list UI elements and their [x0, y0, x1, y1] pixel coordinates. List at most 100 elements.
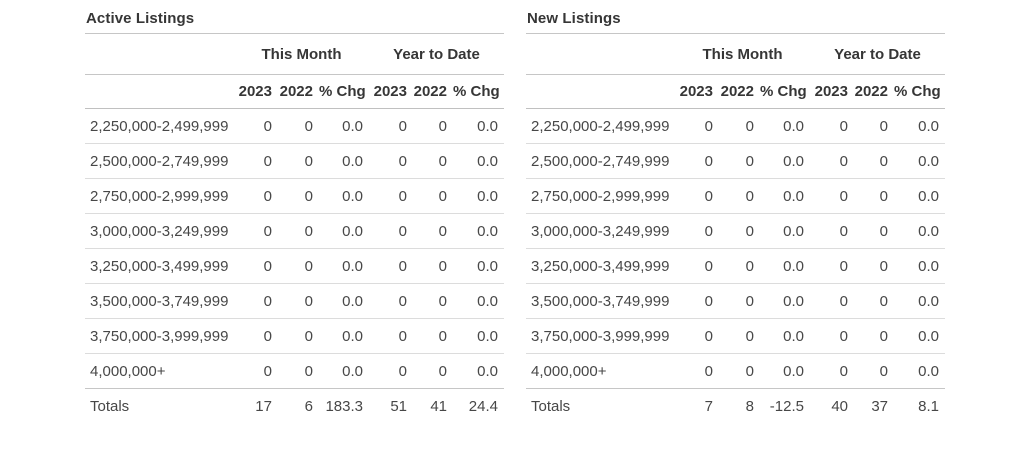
price-range-label: 2,250,000-2,499,999: [85, 108, 234, 144]
value-cell: 17: [233, 388, 278, 424]
value-cell: 0: [718, 318, 760, 354]
new-listings-table: This Month Year to Date 2023 2022 % Chg …: [526, 33, 945, 424]
column-header-2022-ytd: 2022: [854, 74, 894, 109]
value-cell: 0: [718, 178, 760, 214]
value-cell: 0: [233, 108, 278, 144]
column-header-2022-month: 2022: [718, 74, 760, 109]
value-cell: 0: [369, 248, 413, 284]
value-cell: 0: [718, 143, 760, 179]
value-cell: 0: [233, 248, 278, 284]
value-cell: 0.0: [453, 213, 504, 249]
value-cell: 0: [277, 108, 319, 144]
column-header-pctchg-month: % Chg: [318, 74, 369, 109]
value-cell: 0: [233, 318, 278, 354]
value-cell: 0: [277, 248, 319, 284]
value-cell: 0.0: [318, 108, 369, 144]
value-cell: 0: [810, 108, 854, 144]
table-row: 2,500,000-2,749,999 0 0 0.0 0 0 0.0: [85, 143, 504, 179]
active-listings-report: Active Listings This Month Year to Date …: [85, 10, 504, 424]
value-cell: 0: [233, 178, 278, 214]
value-cell: 0.0: [894, 143, 945, 179]
value-cell: 0.0: [894, 248, 945, 284]
table-row: 3,750,000-3,999,999 0 0 0.0 0 0 0.0: [85, 318, 504, 354]
table-row: 3,750,000-3,999,999 0 0 0.0 0 0 0.0: [526, 318, 945, 354]
value-cell: 0: [718, 283, 760, 319]
table-row: 2,750,000-2,999,999 0 0 0.0 0 0 0.0: [85, 178, 504, 214]
column-header-row: 2023 2022 % Chg 2023 2022 % Chg: [85, 74, 504, 109]
value-cell: 0: [277, 283, 319, 319]
value-cell: -12.5: [759, 388, 810, 424]
price-range-label: 2,750,000-2,999,999: [85, 178, 234, 214]
report-page: Active Listings This Month Year to Date …: [85, 10, 945, 424]
value-cell: 6: [277, 388, 319, 424]
table-row: 3,000,000-3,249,999 0 0 0.0 0 0 0.0: [85, 213, 504, 249]
column-header-2023-month: 2023: [233, 74, 278, 109]
table-row: 2,250,000-2,499,999 0 0 0.0 0 0 0.0: [85, 108, 504, 144]
value-cell: 0: [718, 108, 760, 144]
value-cell: 0.0: [759, 108, 810, 144]
group-header-spacer: [85, 33, 234, 75]
table-row: 4,000,000+ 0 0 0.0 0 0 0.0: [85, 354, 504, 389]
value-cell: 37: [854, 388, 894, 424]
table-row: 4,000,000+ 0 0 0.0 0 0 0.0: [526, 354, 945, 389]
value-cell: 0: [413, 318, 453, 354]
active-listings-table: This Month Year to Date 2023 2022 % Chg …: [85, 33, 504, 424]
table-row: 2,500,000-2,749,999 0 0 0.0 0 0 0.0: [526, 143, 945, 179]
value-cell: 0: [413, 143, 453, 179]
value-cell: 0.0: [759, 283, 810, 319]
value-cell: 0.0: [318, 213, 369, 249]
group-header-this-month: This Month: [233, 33, 369, 75]
price-range-label: 2,250,000-2,499,999: [526, 108, 675, 144]
value-cell: 0: [718, 248, 760, 284]
value-cell: 0: [810, 248, 854, 284]
value-cell: 0.0: [453, 143, 504, 179]
group-header-spacer: [526, 33, 675, 75]
price-range-label: 4,000,000+: [90, 362, 166, 380]
price-range-label: 2,750,000-2,999,999: [526, 178, 675, 214]
value-cell: 0: [839, 362, 848, 380]
column-header-2023-ytd: 2023: [369, 74, 413, 109]
value-cell: 0: [369, 213, 413, 249]
price-range-label: 3,000,000-3,249,999: [526, 213, 675, 249]
price-range-label: 3,250,000-3,499,999: [526, 248, 675, 284]
value-cell: 0.0: [918, 362, 939, 380]
value-cell: 0: [233, 283, 278, 319]
new-listings-report: New Listings This Month Year to Date 202…: [526, 10, 945, 424]
value-cell: 0: [854, 213, 894, 249]
value-cell: 0.0: [318, 178, 369, 214]
value-cell: 0: [674, 318, 719, 354]
totals-label: Totals: [526, 388, 675, 424]
value-cell: 0.0: [318, 143, 369, 179]
value-cell: 0: [810, 213, 854, 249]
value-cell: 0: [810, 318, 854, 354]
value-cell: 0.0: [759, 248, 810, 284]
value-cell: 183.3: [318, 388, 369, 424]
value-cell: 0: [674, 143, 719, 179]
value-cell: 0: [810, 143, 854, 179]
value-cell: 0: [854, 143, 894, 179]
value-cell: 51: [369, 388, 413, 424]
value-cell: 0: [413, 248, 453, 284]
price-range-label: 2,500,000-2,749,999: [85, 143, 234, 179]
value-cell: 0.0: [453, 318, 504, 354]
group-header-year-to-date: Year to Date: [369, 33, 504, 75]
value-cell: 0: [233, 143, 278, 179]
value-cell: 0: [854, 318, 894, 354]
value-cell: 40: [810, 388, 854, 424]
column-header-pctchg-month: % Chg: [759, 74, 810, 109]
column-header-2023-ytd: 2023: [810, 74, 854, 109]
value-cell: 0: [745, 362, 754, 380]
value-cell: 0.0: [783, 362, 804, 380]
value-cell: 0.0: [453, 178, 504, 214]
column-header-pctchg-ytd: % Chg: [894, 74, 945, 109]
value-cell: 0.0: [318, 283, 369, 319]
value-cell: 7: [674, 388, 719, 424]
totals-row: Totals 17 6 183.3 51 41 24.4: [85, 388, 504, 424]
value-cell: 0: [854, 283, 894, 319]
price-range-label: 3,000,000-3,249,999: [85, 213, 234, 249]
value-cell: 0.0: [759, 143, 810, 179]
value-cell: 0: [277, 213, 319, 249]
group-header-year-to-date: Year to Date: [810, 33, 945, 75]
column-header-row: 2023 2022 % Chg 2023 2022 % Chg: [526, 74, 945, 109]
value-cell: 0: [674, 248, 719, 284]
